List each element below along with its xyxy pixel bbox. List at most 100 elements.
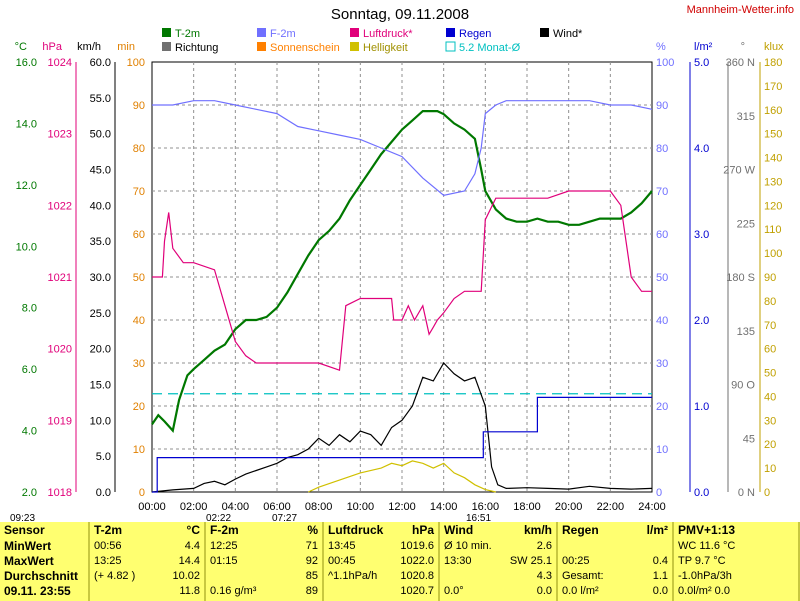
- y-tick-label-wind: 15.0: [90, 380, 111, 392]
- stats-row: 01:15 92: [206, 553, 322, 569]
- stats-row: Gesamt: 1.1: [558, 568, 672, 584]
- stats-cell: 00:25: [562, 555, 590, 567]
- y-tick-label-humidity: 90: [656, 100, 668, 112]
- stats-column: Regen l/m² 00:25 0.4 Gesamt: 1.1 0.0 l/m² 0.0: [558, 522, 674, 601]
- y-tick-label-humidity: 30: [656, 358, 668, 370]
- y-tick-label-lux: 120: [764, 200, 782, 212]
- stats-row: 13:25 14.4: [90, 553, 204, 569]
- stats-header-label: PMV+1:13: [678, 523, 736, 537]
- stats-row: 12:25 71: [206, 538, 322, 554]
- stats-cell: MaxWert: [4, 554, 54, 568]
- y-tick-label-lux: 110: [764, 224, 782, 236]
- y-tick-label-minutes: 0: [139, 487, 145, 499]
- y-tick-label-wind: 30.0: [90, 272, 111, 284]
- stats-value: 14.4: [178, 555, 200, 567]
- stats-column: Wind km/h Ø 10 min. 2.6 13:30 SW 25.1 4.3 0.0° 0…: [440, 522, 558, 601]
- legend-swatch: [445, 41, 456, 52]
- stats-row: Durchschnitt: [0, 568, 88, 584]
- y-tick-label-direction: 270 W: [723, 165, 755, 177]
- legend-label: Wind*: [553, 28, 583, 40]
- stats-value: 1019.6: [400, 540, 434, 552]
- stats-value: 71: [305, 540, 318, 552]
- stats-row: 00:45 1022.0: [324, 553, 438, 569]
- y-tick-label-lux: 50: [764, 368, 776, 380]
- y-tick-label-minutes: 50: [133, 272, 145, 284]
- stats-header-row: PMV+1:13: [674, 522, 798, 538]
- stats-row: TP 9.7 °C: [674, 553, 798, 569]
- y-tick-label-wind: 55.0: [90, 93, 111, 105]
- y-tick-label-direction: 360 N: [726, 57, 755, 69]
- y-tick-label-temp: 10.0: [16, 241, 37, 253]
- y-tick-label-rain: 0.0: [694, 487, 709, 499]
- stats-header-row: Sensor: [0, 522, 88, 538]
- y-tick-label-humidity: 80: [656, 143, 668, 155]
- series-line-f2m: [152, 100, 653, 196]
- y-tick-label-wind: 5.0: [96, 451, 111, 463]
- stats-cell: Ø 10 min.: [444, 540, 492, 552]
- y-tick-label-humidity: 0: [656, 487, 662, 499]
- stats-cell: 0.0°: [444, 585, 464, 597]
- stats-row: MaxWert: [0, 553, 88, 569]
- x-tick-label: 18:00: [513, 501, 541, 513]
- y-tick-label-pressure: 1022: [48, 200, 72, 212]
- stats-cell: 12:25: [210, 540, 238, 552]
- stats-row: 13:30 SW 25.1: [440, 553, 556, 569]
- y-tick-label-rain: 5.0: [694, 57, 709, 69]
- stats-value: 11.8: [179, 585, 200, 597]
- y-tick-label-minutes: 20: [133, 401, 145, 413]
- axis-unit-rain: l/m²: [694, 41, 713, 53]
- solar-noon-label: 07:27: [272, 513, 297, 522]
- axis-unit-humidity: %: [656, 41, 666, 53]
- stats-row: Ø 10 min. 2.6: [440, 538, 556, 554]
- legend-label: T-2m: [175, 28, 200, 40]
- y-tick-label-minutes: 10: [133, 444, 145, 456]
- stats-row: 0.0° 0.0: [440, 583, 556, 599]
- y-tick-label-wind: 60.0: [90, 57, 111, 69]
- y-tick-label-direction: 0 N: [738, 487, 755, 499]
- y-tick-label-temp: 4.0: [22, 426, 37, 438]
- legend-swatch: [350, 28, 359, 37]
- site-link[interactable]: Mannheim-Wetter.info: [686, 4, 794, 16]
- x-tick-label: 02:00: [180, 501, 208, 513]
- stats-cell: 0.16 g/m³: [210, 585, 257, 597]
- stats-value: 1020.7: [400, 585, 434, 597]
- stats-cell: (+ 4.82 ): [94, 570, 136, 582]
- legend-label: Helligkeit: [363, 42, 408, 54]
- stats-column: F-2m% 12:25 71 01:15 92 85 0.16 g/m³ 89: [206, 522, 324, 601]
- series-line-regen: [152, 396, 652, 493]
- y-tick-label-lux: 140: [764, 153, 782, 165]
- y-tick-label-temp: 2.0: [22, 487, 37, 499]
- stats-cell: 13:25: [94, 555, 122, 567]
- y-tick-label-wind: 50.0: [90, 129, 111, 141]
- daylight-start-label: 09:23: [10, 513, 35, 522]
- stats-value: 1022.0: [400, 555, 434, 567]
- y-tick-label-lux: 80: [764, 296, 776, 308]
- stats-row: WC 11.6 °C: [674, 538, 798, 554]
- y-tick-label-rain: 3.0: [694, 229, 709, 241]
- y-tick-label-humidity: 60: [656, 229, 668, 241]
- y-tick-label-lux: 180: [764, 57, 782, 69]
- legend-swatch: [540, 28, 549, 37]
- y-tick-label-humidity: 50: [656, 272, 668, 284]
- stats-value: 1020.8: [400, 570, 434, 582]
- y-tick-label-lux: 0: [764, 487, 770, 499]
- x-tick-label: 14:00: [430, 501, 458, 513]
- stats-row: 00:56 4.4: [90, 538, 204, 554]
- y-tick-label-lux: 90: [764, 272, 776, 284]
- legend-swatch: [162, 42, 171, 51]
- stats-row: 4.3: [440, 568, 556, 584]
- y-tick-label-minutes: 30: [133, 358, 145, 370]
- y-tick-label-wind: 45.0: [90, 165, 111, 177]
- stats-row: [558, 538, 672, 554]
- legend-label: Regen: [459, 28, 491, 40]
- stats-cell: 13:30: [444, 555, 472, 567]
- y-tick-label-minutes: 70: [133, 186, 145, 198]
- stats-cell: WC 11.6 °C: [678, 540, 736, 552]
- series-line-helligkeit: [308, 460, 496, 493]
- stats-cell: TP 9.7 °C: [678, 555, 726, 567]
- legend-label: Sonnenschein: [270, 42, 340, 54]
- stats-value: 0.0: [536, 585, 552, 597]
- y-tick-label-pressure: 1018: [48, 487, 72, 499]
- stats-row: -1.0hPa/3h: [674, 568, 798, 584]
- stats-header-row: F-2m%: [206, 522, 322, 538]
